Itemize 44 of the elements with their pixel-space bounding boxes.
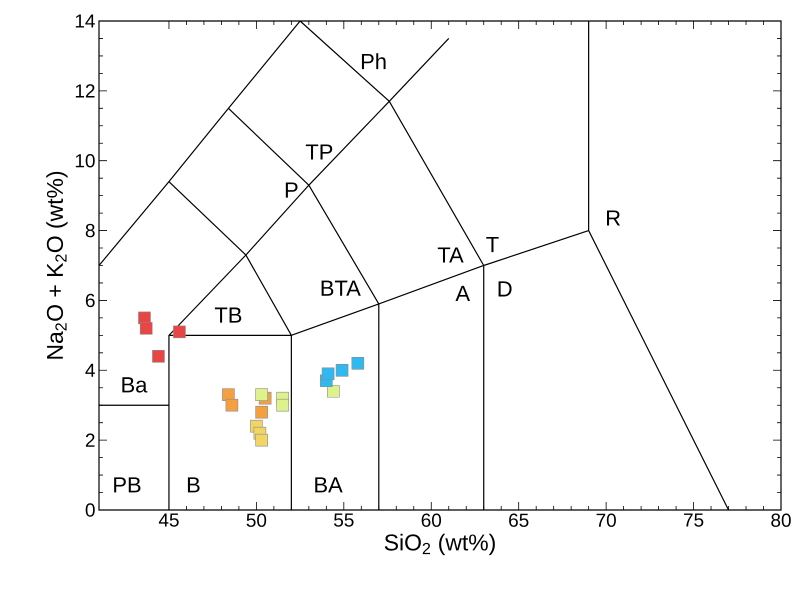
point — [173, 326, 186, 338]
x-tick-label: 80 — [771, 514, 791, 527]
point — [336, 364, 348, 377]
point — [322, 367, 334, 380]
point — [352, 356, 364, 370]
annotation: R — [607, 210, 620, 226]
x-tick-label: 60 — [422, 514, 442, 527]
annotation: P — [286, 182, 298, 198]
annotation: TB — [214, 308, 242, 323]
x-tick-label: 65 — [509, 514, 528, 527]
point — [152, 350, 165, 363]
point — [255, 388, 268, 402]
annotation: Ph — [362, 53, 386, 70]
x-tick-label: 50 — [246, 514, 266, 527]
annotation: TP — [306, 144, 332, 160]
annotation: PB — [114, 477, 140, 492]
point — [255, 434, 268, 446]
y-axis-title: Na$_{2}$O + K$_{2}$O (wt%) — [46, 172, 68, 359]
point — [255, 406, 268, 418]
annotation: T — [486, 237, 499, 252]
point — [276, 398, 289, 412]
x-tick-label: 55 — [334, 514, 354, 527]
y-tick-label: 12 — [76, 84, 95, 98]
annotation: D — [498, 281, 512, 296]
x-tick-label: 70 — [596, 514, 616, 527]
annotation: BA — [315, 477, 343, 492]
x-tick-label: 45 — [158, 514, 179, 527]
y-tick-label: 0 — [86, 503, 95, 517]
annotation: BTA — [322, 280, 361, 296]
annotation: A — [455, 286, 470, 301]
y-tick-label: 8 — [86, 224, 95, 238]
y-tick-label: 10 — [76, 154, 95, 168]
annotation: TA — [438, 247, 464, 263]
point — [226, 398, 238, 412]
y-tick-label: 2 — [86, 434, 95, 447]
x-axis-title: SiO$_{2}$ (wt%) — [384, 534, 495, 556]
point — [140, 322, 153, 335]
y-tick-label: 14 — [76, 14, 95, 28]
y-tick-label: 6 — [86, 294, 95, 308]
annotation: Ba — [122, 377, 148, 393]
y-tick-label: 4 — [85, 364, 95, 377]
x-tick-label: 75 — [684, 514, 704, 527]
point — [327, 384, 340, 398]
annotation: B — [188, 477, 200, 492]
